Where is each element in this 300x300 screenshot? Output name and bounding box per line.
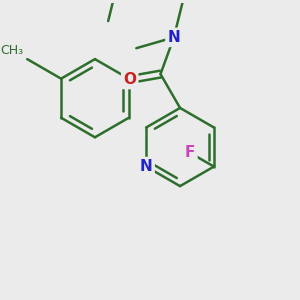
Text: O: O [123,72,136,87]
Text: N: N [167,30,180,45]
Text: CH₃: CH₃ [0,44,23,57]
Text: F: F [185,146,195,160]
Text: N: N [140,159,153,174]
